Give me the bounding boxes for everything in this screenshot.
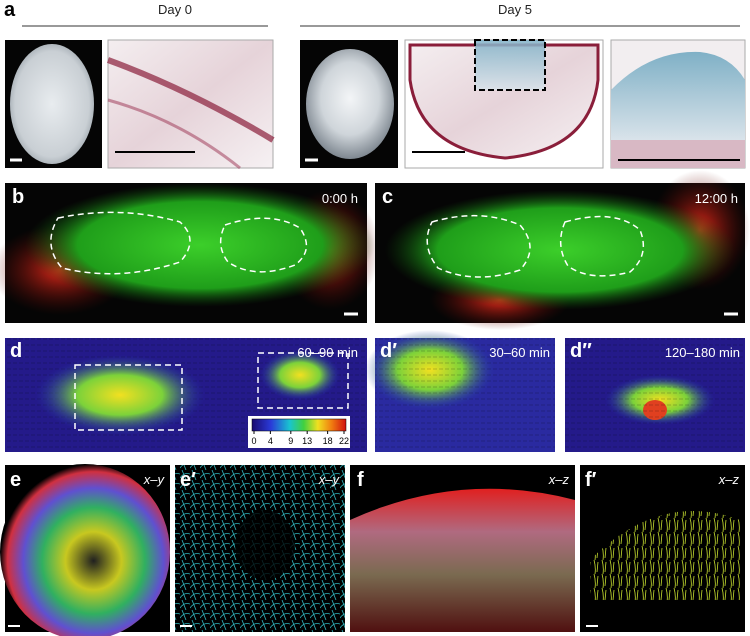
panel-label: d″ [570, 340, 592, 362]
axes-label: x–y [143, 472, 166, 487]
time-label: 0:00 h [322, 191, 358, 206]
time-label: 120–180 min [665, 345, 740, 360]
colorbar-ticks: 0 4 9 13 18 22 [251, 431, 349, 446]
day-header: Day 5 [498, 2, 532, 17]
colorbar-tick-label: 13 [302, 436, 312, 446]
image-panel [5, 338, 367, 452]
axes-label: x–z [548, 472, 570, 487]
colorbar-tick-label: 4 [268, 436, 273, 446]
panel-label: c [382, 186, 393, 208]
colorbar [251, 418, 347, 432]
time-label: 30–60 min [489, 345, 550, 360]
image-panel [0, 183, 380, 323]
panel-label: e [10, 469, 21, 491]
image-panel [300, 40, 398, 168]
colorbar-tick-label: 18 [323, 436, 333, 446]
image-panel [404, 39, 604, 169]
panel-label: a [4, 0, 16, 21]
panel-label: d′ [380, 340, 397, 362]
axes-label: x–y [318, 472, 341, 487]
panel-label: d [10, 340, 22, 362]
image-panel [580, 465, 745, 632]
image-panel [610, 39, 746, 169]
image-panel [106, 39, 275, 170]
image-panel [5, 40, 102, 168]
colorbar-tick-label: 22 [339, 436, 349, 446]
panel-label: f′ [585, 469, 597, 491]
day-header: Day 0 [158, 2, 192, 17]
colorbar-tick-label: 0 [251, 436, 256, 446]
image-panel [0, 464, 170, 636]
colorbar-tick-label: 9 [288, 436, 293, 446]
image-panel [365, 330, 555, 452]
image-panel [565, 338, 745, 452]
panel-label: e′ [180, 469, 196, 491]
image-panel [350, 465, 575, 632]
panel-label: b [12, 186, 24, 208]
image-panel [375, 170, 750, 330]
time-label: 60–90 min [297, 345, 358, 360]
time-label: 12:00 h [695, 191, 738, 206]
panel-label: f [357, 469, 364, 491]
image-panel [175, 465, 345, 632]
axes-label: x–z [718, 472, 740, 487]
